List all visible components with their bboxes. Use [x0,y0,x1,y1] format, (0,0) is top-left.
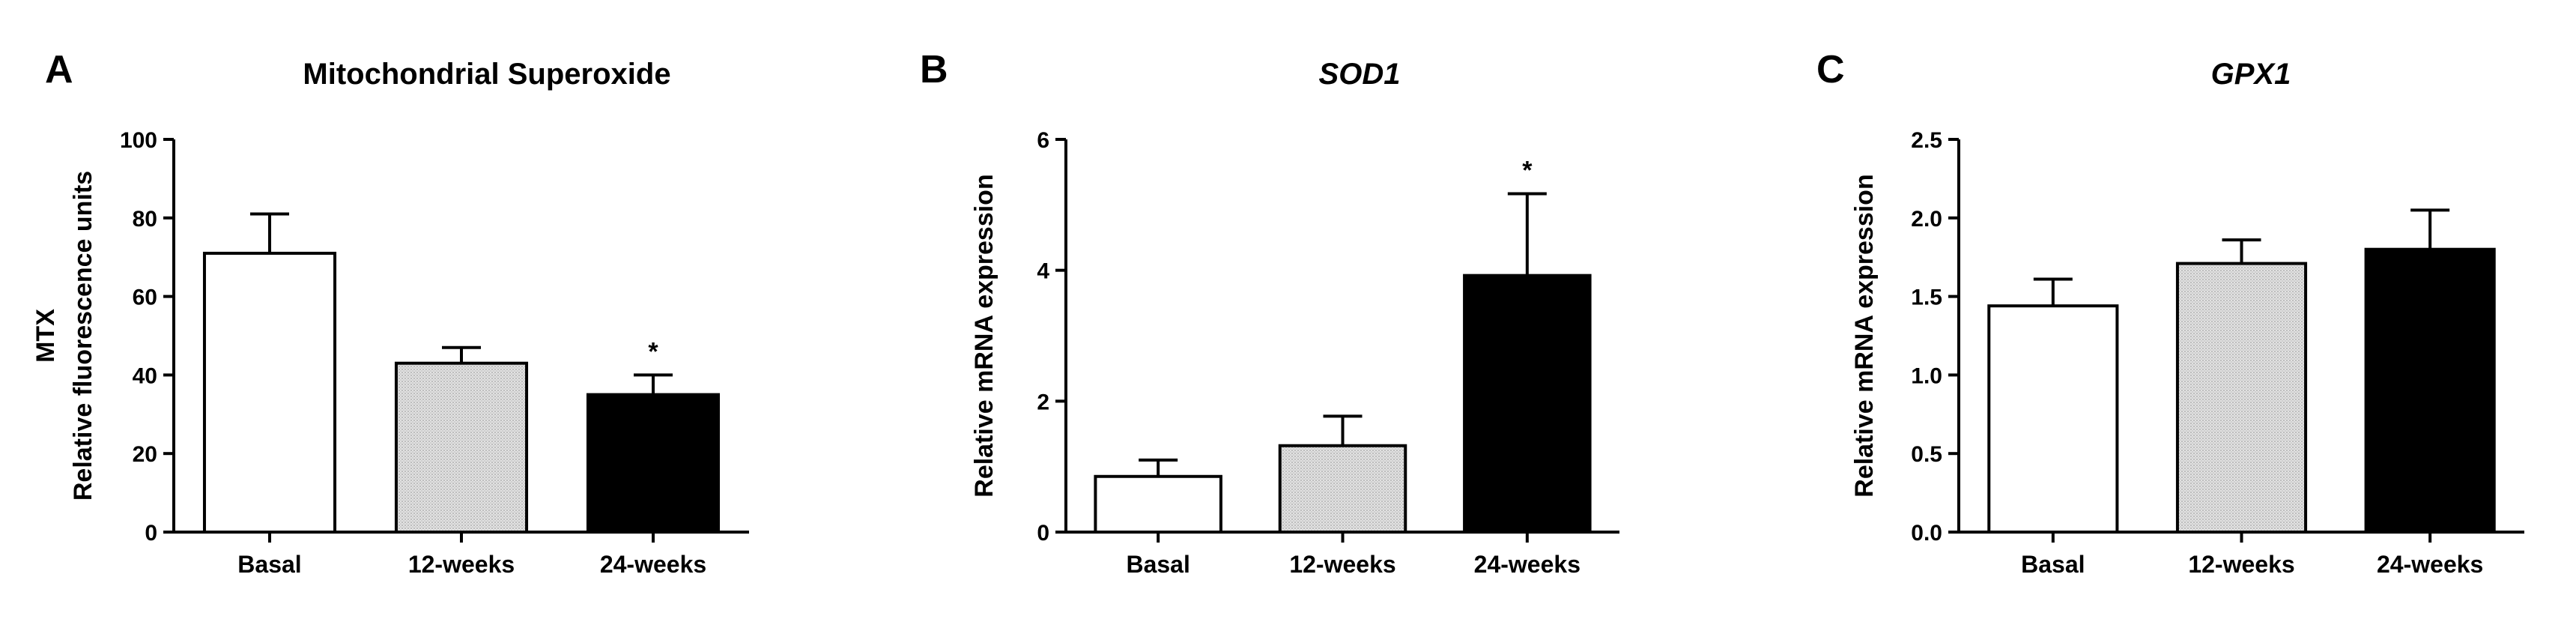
panel-letter: B [920,48,948,91]
y-tick-label: 6 [1037,128,1049,153]
chart-title: Mitochondrial Superoxide [303,58,670,91]
x-tick-label: Basal [237,551,301,578]
y-axis-label: Relative mRNA expression [1850,174,1879,497]
chart-title: SOD1 [1319,58,1401,91]
y-tick-label: 2 [1037,390,1049,414]
bar-basal [202,251,337,534]
bar-12-weeks [394,361,529,534]
y-tick-label: 60 [133,286,157,310]
y-tick-label: 1.5 [1911,286,1942,310]
x-tick-label: 12-weeks [1289,551,1395,578]
x-tick-label: 24-weeks [2377,551,2483,578]
y-tick-label: 4 [1037,259,1049,284]
y-tick-label: 40 [133,363,157,388]
bar-basal [1094,474,1222,534]
y-tick-label: 0.0 [1911,521,1942,546]
y-tick-label: 100 [120,128,157,153]
bar-12-weeks [2175,262,2308,534]
bar-12-weeks [1278,444,1407,534]
y-tick-label: 2.5 [1911,128,1942,153]
y-tick-label: 0 [145,521,157,546]
y-axis-label: Relative mRNA expression [970,174,998,497]
x-tick-label: Basal [1126,551,1189,578]
bar-24-weeks [2364,247,2496,534]
panel-letter: A [45,48,73,91]
panel-letter: C [1816,48,1845,91]
chart-panel-c: C GPX1 Relative mRNA expression 0.0 0.5 1.0 1.… [1816,48,2524,578]
y-tick-label: 1.0 [1911,363,1942,388]
significance-marker: * [648,337,658,366]
y-tick-label: 0.5 [1911,442,1942,467]
chart-panel-b: B SOD1 Relative mRNA expression 0 2 4 6 Basal 12… [920,48,1619,578]
y-axis-label: Relative fluorescence units [69,171,97,501]
x-tick-label: 24-weeks [1474,551,1581,578]
bar-24-weeks [586,393,721,534]
x-tick-label: 24-weeks [600,551,706,578]
y-tick-label: 0 [1037,521,1049,546]
chart-panel-a: A Mitochondrial Superoxide MTX Relative flu… [31,48,749,578]
x-tick-label: 12-weeks [2188,551,2294,578]
x-tick-label: Basal [2021,551,2085,578]
x-tick-label: 12-weeks [408,551,515,578]
significance-marker: * [1522,156,1533,184]
y-axis-label: MTX [31,309,60,363]
y-tick-label: 80 [133,207,157,232]
bar-24-weeks [1463,274,1592,534]
y-tick-label: 20 [133,442,157,467]
bar-basal [1987,304,2119,534]
y-tick-label: 2.0 [1911,207,1942,232]
chart-title: GPX1 [2211,58,2291,91]
